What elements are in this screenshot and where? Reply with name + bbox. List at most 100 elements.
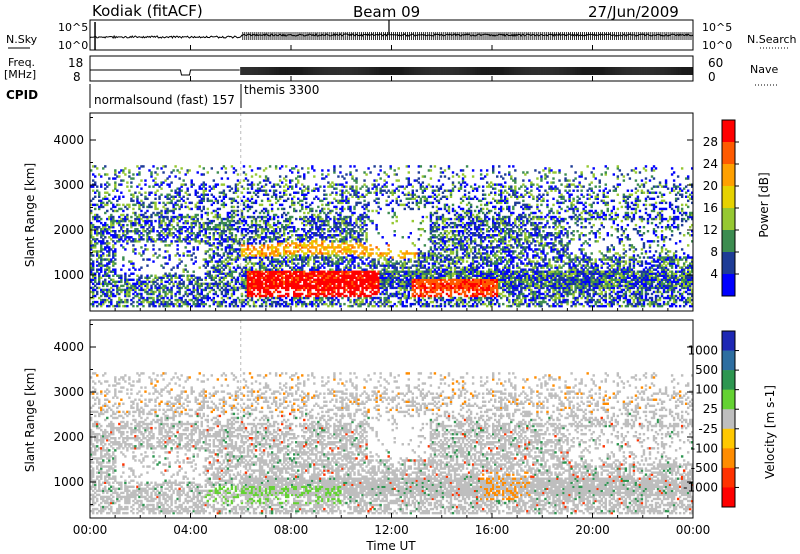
power-cell (112, 274, 115, 277)
nave-tick-top: 60 (708, 56, 723, 70)
power-cell (244, 199, 248, 203)
power-cell (242, 171, 246, 174)
power-cell (365, 207, 368, 211)
power-cell (202, 197, 205, 201)
power-cell (268, 286, 272, 290)
power-cell (90, 232, 93, 235)
power-cell (305, 274, 308, 277)
power-cell (276, 238, 280, 241)
power-cell (108, 282, 111, 286)
power-cell (270, 304, 274, 308)
power-cell (110, 290, 113, 294)
power-cell (196, 302, 199, 306)
power-cell (242, 274, 246, 277)
power-cell (339, 238, 342, 241)
power-cell (200, 300, 203, 304)
power-cell (282, 272, 286, 275)
power-cell (315, 296, 318, 300)
power-cell (156, 298, 159, 302)
power-cell (291, 266, 294, 269)
power-cell (286, 219, 290, 223)
power-cell (299, 298, 302, 302)
power-cell (200, 278, 203, 282)
power-cell (198, 242, 201, 245)
power-cell (152, 304, 155, 308)
power-cell (260, 209, 264, 213)
power-cell (266, 288, 270, 292)
power-cell (208, 256, 211, 259)
power-cell (266, 230, 270, 233)
power-cell (276, 294, 280, 298)
power-cell (216, 238, 220, 241)
power-cell (172, 219, 175, 223)
power-cell (166, 236, 169, 239)
power-cell (299, 209, 302, 213)
power-cell (276, 270, 280, 273)
power-cell (351, 213, 354, 217)
power-cell (176, 304, 179, 308)
power-cell (162, 165, 165, 168)
power-cell (323, 282, 326, 286)
power-cell (110, 213, 113, 217)
power-cell (94, 181, 97, 184)
power-cell (202, 288, 205, 292)
power-cell (210, 248, 214, 251)
power-cell (363, 294, 366, 298)
power-cell (176, 223, 179, 227)
power-cell (272, 191, 276, 194)
power-cell (166, 296, 169, 300)
power-cell (148, 230, 151, 233)
power-cell (160, 294, 163, 298)
power-cell (321, 280, 324, 284)
power-cell (204, 187, 207, 190)
power-cell (325, 272, 328, 275)
power-cell (226, 254, 230, 257)
power-cell (228, 232, 232, 235)
power-cell (100, 175, 103, 178)
power-cell (311, 240, 314, 243)
power-cell (126, 284, 129, 288)
power-cell (301, 296, 304, 300)
power-cell (228, 246, 232, 249)
power-cell (204, 221, 207, 225)
power-cell (92, 217, 95, 221)
power-cell (230, 187, 234, 190)
power-cell (230, 280, 234, 284)
power-cell (288, 185, 292, 188)
power-cell (212, 270, 216, 273)
power-cell (365, 264, 368, 267)
power-cell (333, 221, 336, 225)
power-cell (154, 201, 157, 205)
power-cell (162, 219, 165, 223)
power-cell (262, 185, 266, 188)
power-cell (329, 185, 332, 188)
power-cell (291, 254, 294, 257)
power-cell (327, 290, 330, 294)
power-cell (98, 278, 101, 282)
power-cell (284, 260, 288, 263)
power-cell (234, 191, 238, 194)
power-cell (162, 201, 165, 205)
power-cell (196, 290, 199, 294)
power-cell (106, 290, 109, 294)
power-cell (284, 302, 288, 306)
power-cell (160, 276, 163, 279)
power-cell (262, 227, 266, 231)
power-cell (234, 260, 238, 263)
power-cell (317, 282, 320, 286)
power-cell (102, 274, 105, 277)
power-cell (242, 187, 246, 190)
power-cell (160, 240, 163, 243)
power-cell (307, 276, 310, 279)
power-cell (230, 258, 234, 261)
power-cell (224, 284, 228, 288)
power-cell (192, 294, 195, 298)
power-cell (108, 294, 111, 298)
power-cell (94, 227, 97, 231)
power-cell (192, 252, 195, 255)
power-cell (272, 272, 276, 275)
power-cell (357, 298, 360, 302)
power-cell (297, 236, 300, 239)
power-cell (160, 300, 163, 304)
power-cell (293, 230, 296, 233)
